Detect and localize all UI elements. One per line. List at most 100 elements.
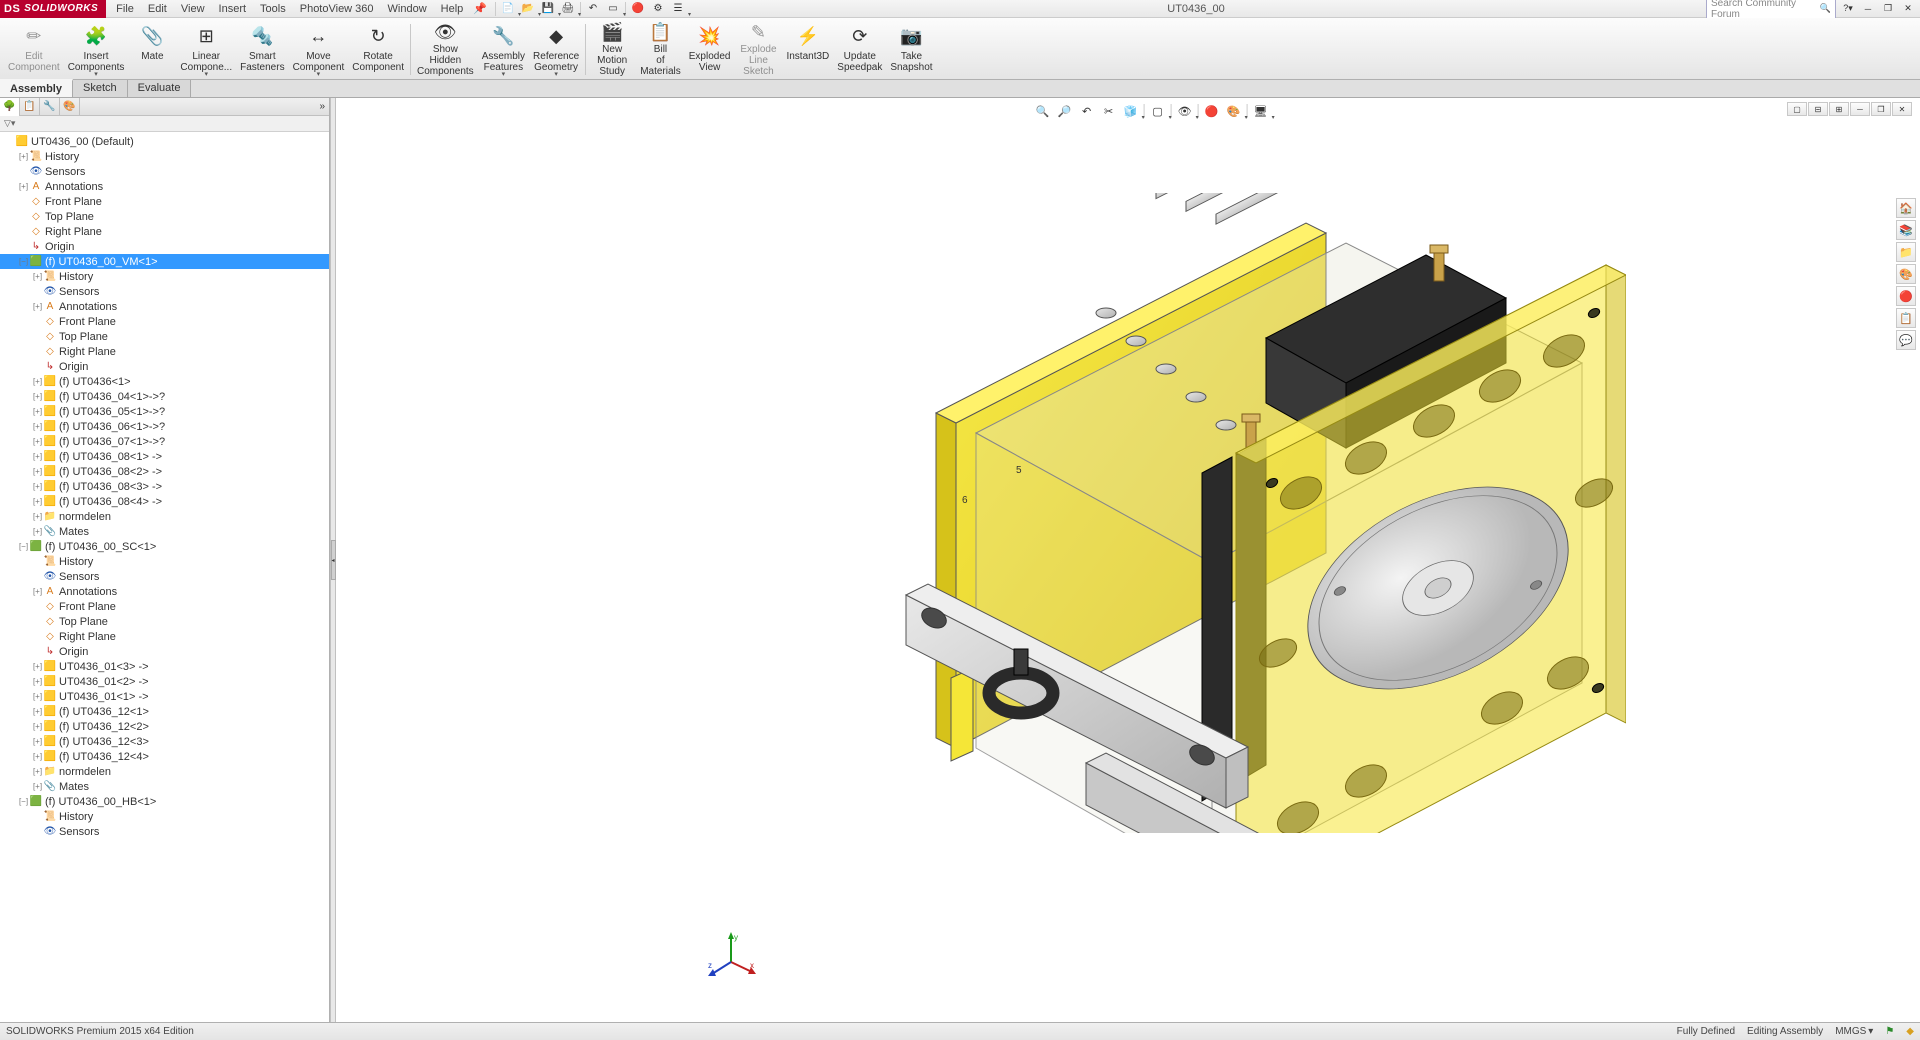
tree-node[interactable]: ◇Top Plane	[0, 209, 329, 224]
status-macro-icon[interactable]: ◆	[1906, 1026, 1914, 1037]
select-button[interactable]: ▭	[605, 1, 621, 17]
menu-file[interactable]: File	[110, 1, 140, 17]
ribbon-mate[interactable]: 📎Mate	[128, 20, 176, 79]
tree-node[interactable]: [+]🟨(f) UT0436_12<3>	[0, 734, 329, 749]
ribbon-take-snapshot[interactable]: 📷TakeSnapshot	[886, 20, 936, 79]
splitter-handle[interactable]: ◂	[331, 540, 336, 580]
menu-help[interactable]: Help	[435, 1, 470, 17]
expand-panel-icon[interactable]: »	[315, 101, 329, 112]
tree-node[interactable]: [+]📁normdelen	[0, 509, 329, 524]
tree-node[interactable]: [+]🟨(f) UT0436_08<3> ->	[0, 479, 329, 494]
tree-node[interactable]: ↳Origin	[0, 359, 329, 374]
prev-view-icon[interactable]: ↶	[1078, 102, 1096, 120]
tree-node[interactable]: [+]🟨(f) UT0436_12<4>	[0, 749, 329, 764]
menu-insert[interactable]: Insert	[213, 1, 253, 17]
options-button[interactable]: ⚙	[650, 1, 666, 17]
ribbon-assembly-features[interactable]: 🔧AssemblyFeatures	[478, 20, 529, 79]
view-palette-icon[interactable]: 🎨	[1896, 264, 1916, 284]
ribbon-exploded-view[interactable]: 💥ExplodedView	[685, 20, 735, 79]
ribbon-bill-of-materials[interactable]: 📋BillofMaterials	[636, 20, 685, 79]
edit-appearance-icon[interactable]: 🔴	[1203, 102, 1221, 120]
tree-node[interactable]: [+]AAnnotations	[0, 179, 329, 194]
tree-node[interactable]: [+]🟨(f) UT0436_06<1>->?	[0, 419, 329, 434]
tree-node[interactable]: ↳Origin	[0, 239, 329, 254]
feature-tree-tab[interactable]: 🌳	[0, 98, 20, 116]
vp-max-icon[interactable]: ❐	[1871, 102, 1891, 116]
tree-node[interactable]: ◇Front Plane	[0, 599, 329, 614]
tree-node[interactable]: [+]🟨(f) UT0436<1>	[0, 374, 329, 389]
ribbon-move-component[interactable]: ↔MoveComponent	[289, 20, 349, 79]
view-settings-icon[interactable]: 🖥	[1252, 102, 1270, 120]
menu-tools[interactable]: Tools	[254, 1, 292, 17]
tree-node[interactable]: 👁Sensors	[0, 164, 329, 179]
tree-node[interactable]: 👁Sensors	[0, 284, 329, 299]
ribbon-smart-fasteners[interactable]: 🔩SmartFasteners	[236, 20, 288, 79]
display-style-icon[interactable]: ▢	[1149, 102, 1167, 120]
zoom-fit-icon[interactable]: 🔍	[1034, 102, 1052, 120]
zoom-area-icon[interactable]: 🔎	[1056, 102, 1074, 120]
tree-node[interactable]: [+]🟨UT0436_01<1> ->	[0, 689, 329, 704]
appearances-icon[interactable]: 🔴	[1896, 286, 1916, 306]
tree-node[interactable]: 📜History	[0, 809, 329, 824]
tree-node[interactable]: [+]🟨(f) UT0436_08<4> ->	[0, 494, 329, 509]
ribbon-reference-geometry[interactable]: ◆ReferenceGeometry	[529, 20, 583, 79]
tree-node[interactable]: [+]📎Mates	[0, 524, 329, 539]
tree-node[interactable]: [+]🟨(f) UT0436_07<1>->?	[0, 434, 329, 449]
tree-node[interactable]: [−]🟩(f) UT0436_00_VM<1>	[0, 254, 329, 269]
vp-single-icon[interactable]: ▢	[1787, 102, 1807, 116]
tab-assembly[interactable]: Assembly	[0, 79, 73, 97]
tree-node[interactable]: [+]🟨(f) UT0436_04<1>->?	[0, 389, 329, 404]
tree-node[interactable]: ◇Top Plane	[0, 329, 329, 344]
print-button[interactable]: 🖨	[560, 1, 576, 17]
tree-node[interactable]: [+]🟨(f) UT0436_05<1>->?	[0, 404, 329, 419]
ribbon-show-hidden-components[interactable]: 👁ShowHiddenComponents	[413, 20, 478, 79]
apply-scene-icon[interactable]: 🎨	[1225, 102, 1243, 120]
tree-node[interactable]: ◇Right Plane	[0, 224, 329, 239]
tree-node[interactable]: [+]🟨(f) UT0436_12<2>	[0, 719, 329, 734]
rebuild-button[interactable]: 🔴	[630, 1, 646, 17]
tree-node[interactable]: [+]🟨UT0436_01<2> ->	[0, 674, 329, 689]
tree-node[interactable]: [+]AAnnotations	[0, 584, 329, 599]
tree-node[interactable]: ◇Front Plane	[0, 314, 329, 329]
section-view-icon[interactable]: ✂	[1100, 102, 1118, 120]
tree-node[interactable]: [+]🟨(f) UT0436_08<1> ->	[0, 449, 329, 464]
open-button[interactable]: 📂	[520, 1, 536, 17]
hide-show-icon[interactable]: 👁	[1176, 102, 1194, 120]
tree-node[interactable]: ↳Origin	[0, 644, 329, 659]
tree-node[interactable]: ◇Right Plane	[0, 344, 329, 359]
ribbon-linear-compone-[interactable]: ⊞LinearCompone...	[176, 20, 236, 79]
menu-window[interactable]: Window	[382, 1, 433, 17]
tree-node[interactable]: ◇Front Plane	[0, 194, 329, 209]
ribbon-update-speedpak[interactable]: ⟳UpdateSpeedpak	[833, 20, 886, 79]
vp-close-icon[interactable]: ✕	[1892, 102, 1912, 116]
save-button[interactable]: 💾	[540, 1, 556, 17]
ribbon-rotate-component[interactable]: ↻RotateComponent	[348, 20, 408, 79]
tree-node[interactable]: [+]📜History	[0, 269, 329, 284]
tree-node[interactable]: [−]🟩(f) UT0436_00_HB<1>	[0, 794, 329, 809]
menu-view[interactable]: View	[175, 1, 211, 17]
undo-button[interactable]: ↶	[585, 1, 601, 17]
ribbon-insert-components[interactable]: 🧩InsertComponents	[64, 20, 129, 79]
tab-evaluate[interactable]: Evaluate	[128, 80, 192, 97]
resources-icon[interactable]: 🏠	[1896, 198, 1916, 218]
menu-edit[interactable]: Edit	[142, 1, 173, 17]
options-dd[interactable]: ☰	[670, 1, 686, 17]
tree-filter[interactable]: ▽▾	[0, 116, 329, 132]
vp-link-icon[interactable]: ⊞	[1829, 102, 1849, 116]
tree-node[interactable]: 👁Sensors	[0, 569, 329, 584]
tree-node[interactable]: ◇Right Plane	[0, 629, 329, 644]
display-tab[interactable]: 🎨	[60, 98, 80, 116]
tree-node[interactable]: [+]AAnnotations	[0, 299, 329, 314]
tree-node[interactable]: 🟨UT0436_00 (Default)	[0, 134, 329, 149]
tree-node[interactable]: [+]🟨(f) UT0436_12<1>	[0, 704, 329, 719]
design-library-icon[interactable]: 📚	[1896, 220, 1916, 240]
help-button[interactable]: ?▾	[1840, 2, 1856, 16]
menu-photoview-360[interactable]: PhotoView 360	[294, 1, 380, 17]
view-orientation-icon[interactable]: 🧊	[1122, 102, 1140, 120]
tree-node[interactable]: [+]🟨(f) UT0436_08<2> ->	[0, 464, 329, 479]
new-button[interactable]: 📄	[500, 1, 516, 17]
tree-node[interactable]: [+]📜History	[0, 149, 329, 164]
ribbon-instant3d[interactable]: ⚡Instant3D	[782, 20, 833, 79]
close-button[interactable]: ✕	[1900, 2, 1916, 16]
tree-node[interactable]: ◇Top Plane	[0, 614, 329, 629]
